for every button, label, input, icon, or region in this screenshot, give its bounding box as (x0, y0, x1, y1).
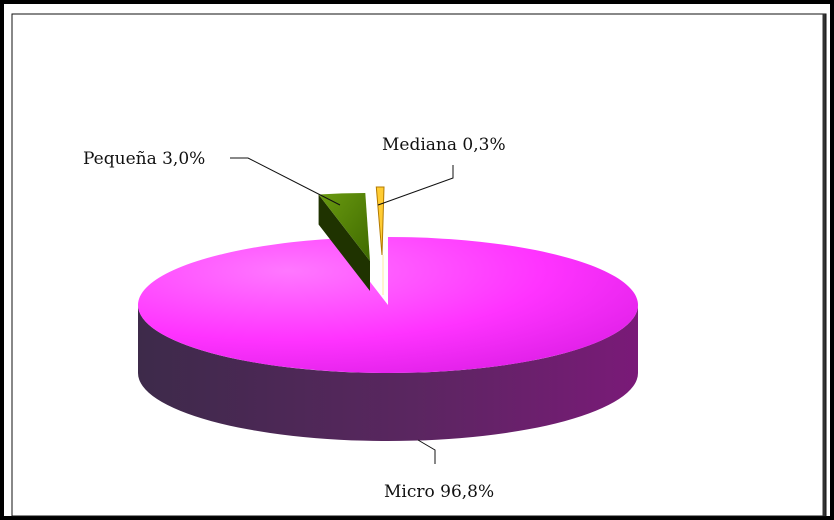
slice-label-mediana: Mediana 0,3% (382, 135, 506, 155)
slice-side-pequena (318, 194, 370, 291)
slice-side-micro (138, 305, 638, 441)
slice-side-mediana (382, 255, 384, 295)
leader-line-mediana (377, 165, 454, 206)
leader-line-pequena (230, 157, 341, 206)
frame-border-inner (11, 13, 827, 517)
leader-line-micro (417, 439, 436, 464)
pie-slices (137, 186, 638, 441)
slice-label-pequena: Pequeña 3,0% (83, 149, 205, 169)
slice-pequena (318, 193, 370, 261)
slice-micro (137, 237, 638, 373)
slice-mediana (375, 186, 385, 256)
slice-label-micro: Micro 96,8% (384, 482, 494, 502)
